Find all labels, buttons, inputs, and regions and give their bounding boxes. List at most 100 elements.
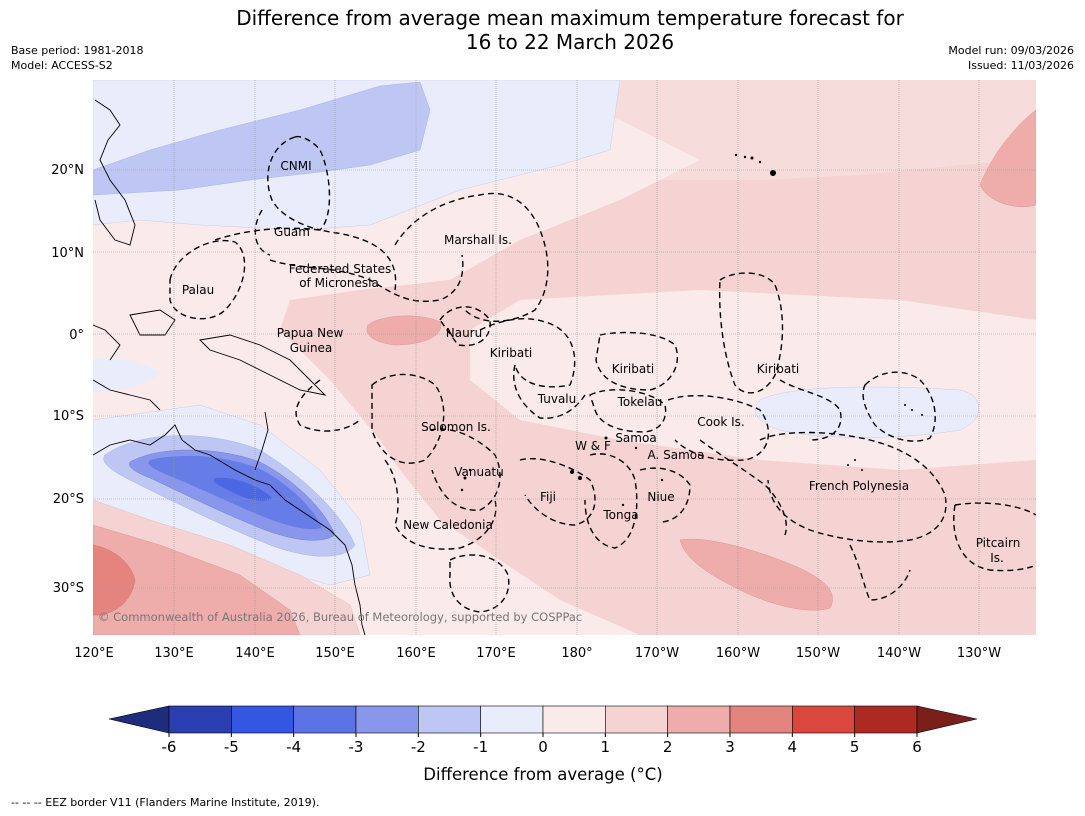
label-fsm-line2: of Micronesia <box>299 276 379 290</box>
model-run: Model run: 09/03/2026 <box>948 44 1074 57</box>
colorbar-low-extend <box>108 705 170 734</box>
label-nauru: Nauru <box>446 326 482 340</box>
latitude-axis: 20°N 10°N 0° 10°S 20°S 30°S <box>51 163 84 596</box>
label-niue: Niue <box>647 490 674 504</box>
label-vanuatu: Vanuatu <box>454 465 504 479</box>
anomaly-warm-patch-equator <box>366 315 442 346</box>
label-palau: Palau <box>182 283 214 297</box>
label-fiji: Fiji <box>540 490 556 504</box>
anomaly-cool-coral-sea-4 <box>213 477 272 501</box>
label-kiribati-east: Kiribati <box>757 362 799 376</box>
lat-tick: 20°S <box>53 492 84 507</box>
lon-tick: 170°E <box>476 646 516 661</box>
issued-date: Issued: 11/03/2026 <box>967 59 1074 72</box>
colorbar-label: Difference from average (°C) <box>423 765 662 784</box>
colorbar-tick-label: -6 <box>162 738 177 756</box>
label-png-line2: Guinea <box>290 341 333 355</box>
title-line-1: Difference from average mean maximum tem… <box>236 6 904 30</box>
colorbar-segment <box>667 705 731 734</box>
label-kiribati-west: Kiribati <box>490 346 532 360</box>
colorbar-tick-label: 5 <box>850 738 860 756</box>
colorbar-tick-label: 1 <box>601 738 611 756</box>
label-cook-islands: Cook Is. <box>697 415 744 429</box>
lon-tick: 160°E <box>396 646 436 661</box>
label-wallis-futuna: W & F <box>575 439 611 453</box>
label-solomon-islands: Solomon Is. <box>421 420 491 434</box>
lon-tick: 140°W <box>877 646 921 661</box>
label-guam: Guam <box>274 225 310 239</box>
chart-title: Difference from average mean maximum tem… <box>0 6 1085 54</box>
label-kiribati-central: Kiribati <box>612 362 654 376</box>
lon-tick: 160°W <box>716 646 760 661</box>
colorbar-tick-label: 6 <box>912 738 922 756</box>
gridlines <box>93 80 1036 635</box>
colorbar: -6 -5 -4 -3 -2 -1 0 1 2 3 4 5 6 Difference from aver… <box>108 705 978 784</box>
lat-tick: 10°N <box>51 246 84 261</box>
label-tuvalu: Tuvalu <box>537 392 577 406</box>
copyright-notice: © Commonwealth of Australia 2026, Bureau… <box>98 610 582 624</box>
model-name: Model: ACCESS-S2 <box>11 59 113 72</box>
lat-tick: 10°S <box>53 409 84 424</box>
lat-tick: 0° <box>69 328 84 343</box>
anomaly-region-light-east <box>560 80 1036 180</box>
colorbar-segment <box>605 705 668 734</box>
anomaly-cool-french-polynesia <box>755 386 979 438</box>
meta-right: Model run: 09/03/2026 Issued: 11/03/2026 <box>948 43 1074 73</box>
lon-tick: 130°W <box>957 646 1001 661</box>
lon-tick: 180° <box>561 646 592 661</box>
map-area: CNMI Guam Marshall Is. Federated States … <box>93 80 1036 635</box>
colorbar-tick-label: 0 <box>538 738 548 756</box>
colorbar-tick-label: -1 <box>473 738 488 756</box>
label-cnmi: CNMI <box>280 159 311 173</box>
anomaly-warm-southwest-3 <box>93 544 136 616</box>
label-fsm-line1: Federated States <box>289 262 391 276</box>
label-png-line1: Papua New <box>277 326 344 340</box>
anomaly-warm-patch-south <box>679 538 833 611</box>
lon-tick: 130°E <box>154 646 194 661</box>
colorbar-segment <box>480 705 544 734</box>
colorbar-segment <box>293 705 357 734</box>
lon-tick: 150°W <box>796 646 840 661</box>
label-american-samoa: A. Samoa <box>648 448 705 462</box>
colorbar-tick-label: -4 <box>286 738 301 756</box>
label-tonga: Tonga <box>602 508 638 522</box>
anomaly-warm-patch-ne <box>979 109 1036 208</box>
colorbar-segment <box>729 705 793 734</box>
colorbar-segment <box>355 705 419 734</box>
label-pitcairn-line2: Is. <box>990 551 1004 565</box>
colorbar-segment <box>792 705 855 734</box>
colorbar-tick-label: 4 <box>788 738 798 756</box>
base-period: Base period: 1981-2018 <box>11 44 144 57</box>
lon-tick: 150°E <box>315 646 355 661</box>
eez-border-note: -- -- -- EEZ border V11 (Flanders Marine… <box>11 796 320 809</box>
colorbar-tick-label: -2 <box>411 738 426 756</box>
label-marshall-islands: Marshall Is. <box>444 233 512 247</box>
pacific-islands <box>460 153 923 507</box>
meta-left: Base period: 1981-2018 Model: ACCESS-S2 <box>11 43 143 73</box>
colorbar-segment <box>854 705 918 734</box>
colorbar-segment <box>231 705 294 734</box>
lon-tick: 170°W <box>635 646 679 661</box>
lat-tick: 30°S <box>53 581 84 596</box>
colorbar-tick-label: -5 <box>224 738 239 756</box>
lat-tick: 20°N <box>51 163 84 178</box>
region-labels: CNMI Guam Marshall Is. Federated States … <box>182 159 1020 565</box>
anomaly-cool-northwest-core <box>93 81 431 196</box>
colorbar-tick-label: 3 <box>725 738 735 756</box>
lon-tick: 140°E <box>235 646 275 661</box>
label-french-polynesia: French Polynesia <box>809 479 909 493</box>
label-pitcairn-line1: Pitcairn <box>976 536 1021 550</box>
label-samoa: Samoa <box>615 431 656 445</box>
colorbar-high-extend <box>916 705 978 734</box>
title-line-2: 16 to 22 March 2026 <box>465 30 675 54</box>
eez-borders <box>169 135 1036 613</box>
coastlines <box>93 99 366 635</box>
colorbar-segment <box>542 705 606 734</box>
colorbar-segment <box>418 705 481 734</box>
anomaly-warm-southwest-2 <box>93 524 301 635</box>
forecast-map: CNMI Guam Marshall Is. Federated States … <box>51 80 1036 784</box>
label-tokelau: Tokelau <box>617 395 663 409</box>
longitude-axis: 120°E 130°E 140°E 150°E 160°E 170°E 180°… <box>74 646 1001 661</box>
colorbar-tick-label: -3 <box>349 738 364 756</box>
colorbar-tick-label: 2 <box>663 738 673 756</box>
